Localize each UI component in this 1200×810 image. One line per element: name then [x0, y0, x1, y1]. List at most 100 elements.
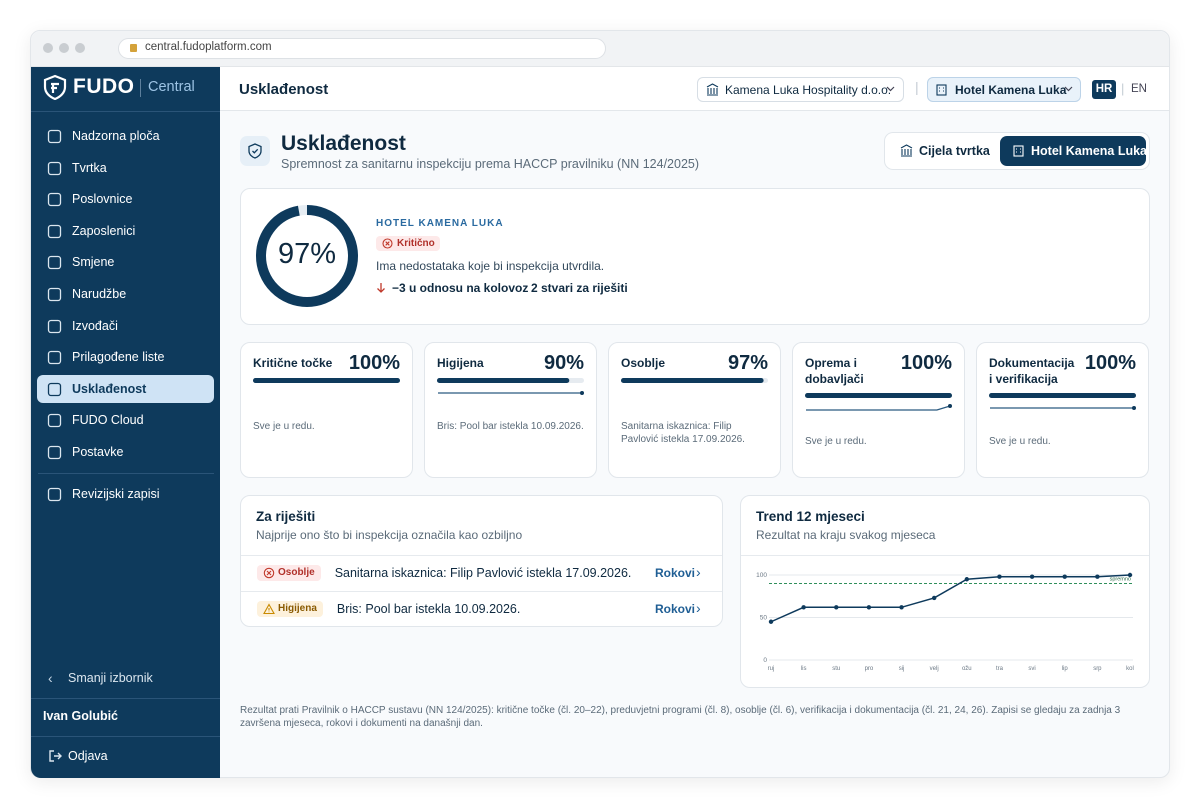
nav-item[interactable]: Zaposlenici	[72, 223, 136, 238]
x-tick-label: kol	[1126, 666, 1134, 672]
category-name: Oprema i dobavljači	[805, 356, 864, 386]
nav-item[interactable]: Nadzorna ploča	[72, 129, 160, 143]
nav-item[interactable]: Poslovnice	[72, 192, 133, 207]
nav-item[interactable]: Izvođači	[72, 318, 118, 333]
severity-icon	[263, 567, 275, 579]
nav-item[interactable]: Postavke	[72, 445, 124, 459]
category-note: Sve je u redu.	[805, 436, 867, 447]
icon-shape	[47, 193, 62, 207]
trend-point	[997, 574, 1002, 579]
score-location: HOTEL KAMENA LUKA	[376, 218, 504, 229]
location-icon	[1013, 145, 1024, 157]
bar-fill	[989, 393, 1136, 398]
address-bar[interactable]	[118, 38, 606, 59]
x-tick-label: svi	[1028, 666, 1035, 672]
product: Central	[148, 79, 195, 95]
x-tick-label: lis	[801, 666, 807, 672]
todo-card	[240, 495, 723, 627]
trend-point	[1029, 574, 1035, 579]
collapse-button[interactable]: Smanji izbornik	[68, 671, 153, 685]
icon-shape	[266, 570, 272, 576]
nav-item[interactable]: Usklađenost	[72, 381, 147, 396]
category-bar	[989, 393, 1136, 410]
severity-icon	[263, 602, 275, 614]
x-tick-label: sij	[899, 666, 905, 672]
company-name: Kamena Luka Hospitality d.o.o.	[725, 83, 892, 97]
icon-shape	[47, 382, 62, 396]
todo-action[interactable]: Rokovi	[655, 601, 696, 616]
nav-item[interactable]: Prilagođene liste	[72, 350, 165, 365]
header-title: Usklađenost	[281, 132, 406, 155]
user-name: Ivan Golubić	[43, 709, 119, 723]
nav-icon	[47, 129, 62, 144]
bar-fill	[253, 378, 400, 383]
sparkline-dot	[580, 391, 584, 395]
category-bar	[621, 378, 768, 383]
category-bar	[805, 393, 952, 411]
nav-icon	[47, 256, 62, 270]
logout-icon	[49, 750, 62, 762]
divider	[31, 698, 220, 699]
status-badge	[376, 236, 440, 251]
trend-line	[770, 574, 1131, 623]
x-tick-label: velj	[930, 666, 939, 672]
logo-icon	[43, 74, 67, 100]
sidebar	[31, 67, 220, 778]
sparkline-dot	[1132, 406, 1136, 410]
nav-icon	[47, 193, 62, 207]
separator: |	[1121, 81, 1125, 96]
todo-title: Za riješiti	[256, 509, 316, 524]
category-card	[424, 342, 597, 478]
x-tick-label: pro	[865, 666, 874, 672]
severity-tag: Osoblje	[257, 565, 321, 581]
nav-icon	[47, 351, 62, 365]
todo-action[interactable]: Rokovi	[655, 566, 696, 580]
chevron: ›	[696, 599, 701, 616]
company-select[interactable]	[697, 77, 904, 102]
score-description: Ima nedostataka koje bi inspekcija utvrd…	[376, 259, 605, 273]
window-dot	[43, 43, 53, 53]
category-name: Higijena	[437, 356, 484, 370]
bar-fill	[621, 378, 764, 383]
nav-item[interactable]: FUDO Cloud	[72, 413, 144, 428]
company-icon	[706, 83, 719, 96]
nav-item[interactable]: Tvrtka	[72, 160, 107, 175]
category-percent: 100%	[900, 352, 952, 374]
logout-button[interactable]: Odjava	[68, 749, 108, 763]
nav-icon	[47, 382, 62, 396]
collapse-icon: ‹	[48, 670, 53, 686]
divider	[241, 591, 722, 592]
score-delta: −3 u odnosu na kolovoz	[392, 281, 529, 295]
nav-item[interactable]: Smjene	[72, 255, 115, 270]
x-tick-label: lip	[1062, 666, 1069, 672]
lang-other[interactable]: EN	[1131, 83, 1147, 95]
scope-location[interactable]: Hotel Kamena Luka	[1031, 144, 1148, 158]
category-card	[240, 342, 413, 478]
nav-icon	[47, 224, 62, 238]
nav-item[interactable]: Narudžbe	[72, 287, 127, 301]
trend-point	[899, 605, 904, 610]
category-percent: 100%	[1084, 352, 1136, 374]
trend-point	[834, 605, 839, 610]
open-items: 2 stvari za riješiti	[531, 281, 628, 295]
shield-icon	[248, 143, 262, 159]
divider	[38, 473, 214, 474]
todo-text: Bris: Pool bar istekla 10.09.2026.	[336, 601, 521, 616]
lang-active[interactable]: HR	[1092, 80, 1116, 99]
category-note: Sanitarna iskaznica: Filip Pavlović iste…	[621, 421, 745, 445]
nav-icon	[47, 414, 62, 428]
nav-icon	[47, 487, 62, 502]
scope-active-bg	[1000, 136, 1146, 166]
nav-active-bg	[37, 374, 214, 403]
icon-shape	[47, 287, 62, 302]
lock-icon	[130, 44, 137, 52]
chevron: ›	[696, 564, 701, 580]
location-select[interactable]	[927, 77, 1081, 102]
chart-title: Trend 12 mjeseci	[756, 509, 865, 524]
status-label: Kritično	[397, 238, 435, 249]
scope-company[interactable]: Cijela tvrtka	[919, 144, 990, 158]
nav-item[interactable]: Revizijski zapisi	[72, 487, 160, 501]
x-tick-label: srp	[1093, 666, 1102, 672]
x-tick-label: ožu	[962, 666, 972, 672]
